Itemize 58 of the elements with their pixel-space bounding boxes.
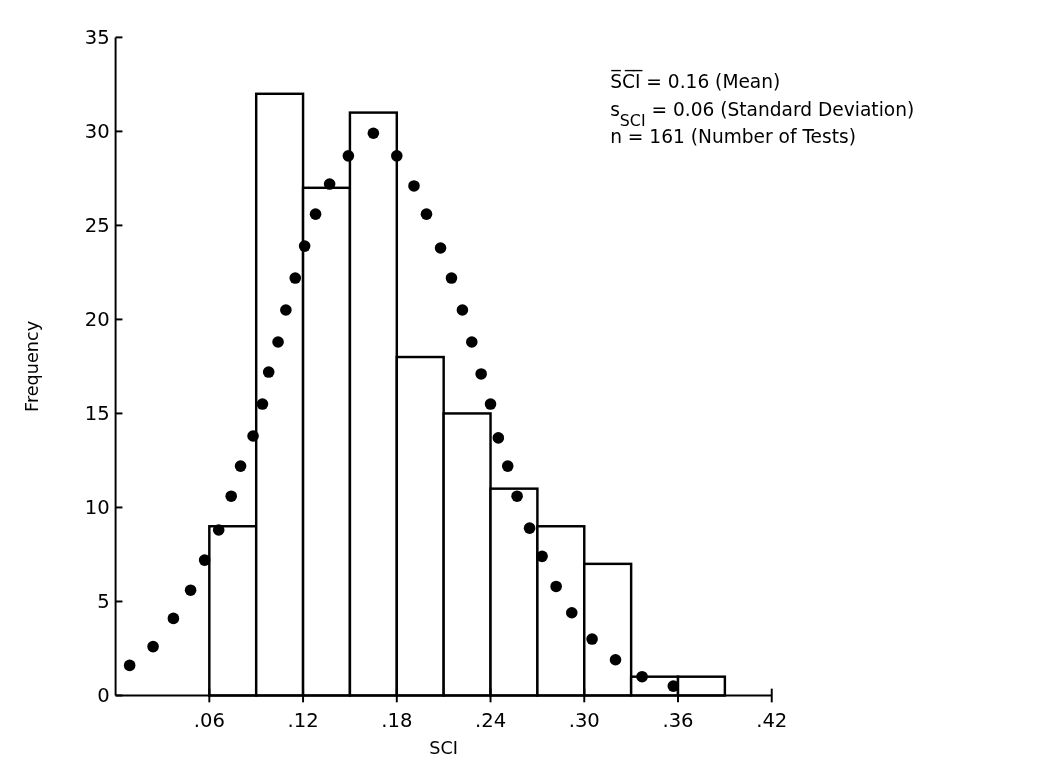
point: [667, 680, 680, 692]
point: [298, 240, 311, 252]
x-axis-title: SCI: [429, 738, 458, 759]
y-tick-label: 20: [84, 308, 110, 332]
point: [636, 670, 648, 683]
annotation: n = 161 (Number of Tests): [610, 126, 856, 148]
y-tick-label: 0: [97, 684, 110, 708]
point: [465, 336, 478, 348]
point: [408, 180, 420, 192]
point: [272, 336, 284, 348]
y-tick-label: 25: [84, 214, 110, 238]
point: [212, 524, 225, 536]
point: [309, 208, 322, 220]
x-tick-label: .18: [381, 708, 413, 732]
point: [184, 584, 197, 596]
point: [511, 490, 523, 502]
point: [609, 653, 622, 666]
point: [586, 633, 598, 645]
annotation: S̅C̅I̅ = 0.16 (Mean): [610, 68, 781, 93]
point: [367, 127, 380, 140]
point: [262, 366, 275, 378]
y-axis-title: Frequency: [22, 320, 43, 412]
point: [167, 612, 180, 625]
point: [256, 398, 269, 410]
y-tick-label: 5: [97, 590, 110, 614]
x-tick-label: .06: [193, 708, 225, 732]
point: [342, 150, 355, 162]
point: [475, 368, 487, 380]
x-tick-label: .12: [287, 708, 319, 732]
point: [492, 432, 505, 444]
point: [225, 490, 237, 502]
x-tick-label: .24: [474, 708, 507, 732]
point: [565, 606, 578, 619]
point: [484, 398, 497, 410]
point: [147, 640, 159, 653]
point: [234, 460, 247, 472]
point: [323, 178, 336, 190]
point: [550, 580, 562, 593]
y-tick-label: 30: [84, 120, 110, 144]
x-tick-label: .30: [568, 708, 600, 732]
x-tick-label: .36: [662, 708, 694, 732]
point: [289, 272, 302, 284]
point: [391, 150, 403, 162]
point: [445, 272, 458, 284]
point: [536, 550, 548, 563]
point: [523, 522, 536, 534]
y-tick-label: 15: [84, 402, 110, 426]
y-tick-label: 35: [84, 26, 110, 50]
point: [198, 554, 211, 566]
y-tick-label: 10: [84, 496, 110, 520]
point: [280, 304, 292, 316]
point: [123, 659, 136, 672]
point: [456, 304, 469, 316]
point: [247, 430, 259, 442]
x-tick-label: .42: [756, 708, 788, 732]
point: [434, 242, 447, 254]
point: [420, 208, 433, 220]
point: [501, 460, 514, 472]
